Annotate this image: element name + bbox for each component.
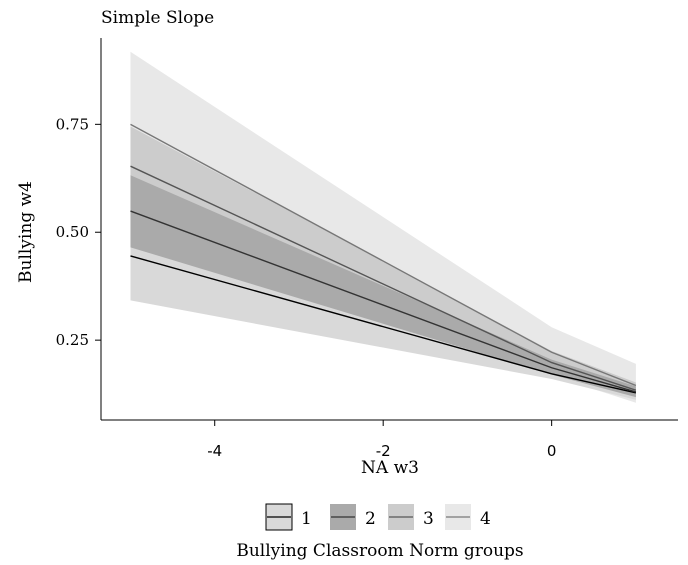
series-line-group-3 [130, 165, 637, 391]
legend-label-group-2: 2 [365, 509, 376, 529]
y-tick-label: 0.75 [56, 115, 89, 133]
chart-title: Simple Slope [101, 8, 214, 28]
x-tick-label: 0 [547, 442, 557, 460]
y-tick-label: 0.25 [56, 331, 89, 349]
series-lines [130, 123, 637, 394]
legend-label-group-1: 1 [301, 509, 312, 529]
confidence-band-group-2 [130, 175, 636, 398]
legend: 1 2 3 4 [265, 503, 491, 531]
y-tick-label: 0.50 [56, 223, 89, 241]
series-line-group-4 [130, 123, 637, 387]
series-line-group-2 [130, 210, 637, 393]
y-axis-ticks: 0.25 0.50 0.75 [56, 115, 101, 349]
legend-title: Bullying Classroom Norm groups [236, 541, 523, 561]
legend-label-group-4: 4 [480, 509, 491, 529]
confidence-band-group-4 [130, 51, 636, 403]
confidence-bands [130, 51, 636, 403]
series-line-group-1 [130, 255, 637, 394]
legend-label-group-3: 3 [423, 509, 434, 529]
x-axis-label: NA w3 [361, 458, 419, 478]
y-axis-label: Bullying w4 [16, 181, 36, 283]
x-tick-label: -2 [376, 442, 391, 460]
x-tick-label: -4 [207, 442, 222, 460]
x-axis-ticks: -4 -2 0 [207, 420, 556, 460]
